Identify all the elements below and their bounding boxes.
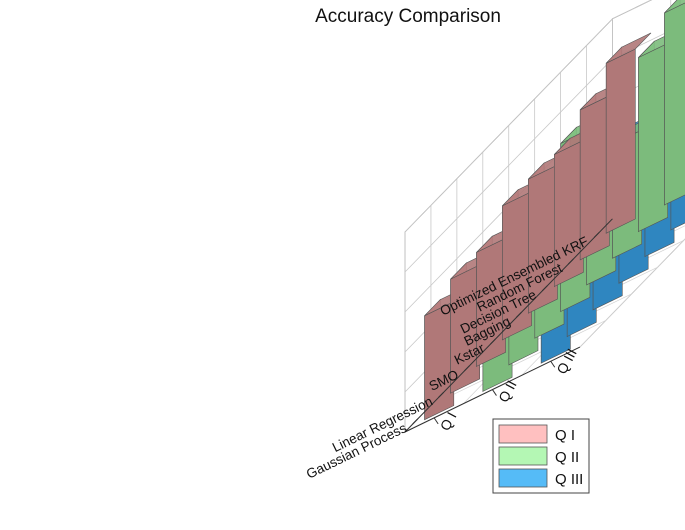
chart-title: Accuracy Comparison xyxy=(315,6,501,27)
category-tick-4 xyxy=(490,338,496,345)
series-tick-1 xyxy=(492,389,497,396)
category-tick-2 xyxy=(541,285,548,292)
category-tick-1 xyxy=(567,258,574,265)
legend-swatch-0 xyxy=(498,424,548,444)
category-tick-6 xyxy=(438,391,444,398)
series-axis-label-0: Q I xyxy=(437,409,460,433)
gridline-floor-ser-3 xyxy=(579,238,685,348)
bar-face-side xyxy=(605,48,636,234)
bar-face-side xyxy=(638,42,669,232)
bar-0-1 xyxy=(579,79,626,261)
legend-swatch-2 xyxy=(498,468,548,488)
legend-label-2: Q III xyxy=(555,471,583,488)
legend: Q I Q II Q III xyxy=(492,418,590,494)
series-tick-2 xyxy=(550,360,556,368)
gridline-floor-cat-1 xyxy=(430,320,606,406)
category-tick-3 xyxy=(516,312,522,318)
legend-label-1: Q II xyxy=(555,449,579,466)
series-tick-0 xyxy=(433,417,439,425)
bar-0-6 xyxy=(450,248,496,394)
bar-0-2 xyxy=(553,123,600,288)
bar-1-0 xyxy=(664,0,685,206)
gridline-back-4 xyxy=(612,23,685,60)
bar-face-top xyxy=(664,0,685,14)
legend-label-0: Q I xyxy=(555,427,575,444)
category-tick-5 xyxy=(464,365,470,372)
gridline-back-5 xyxy=(612,0,653,20)
category-tick-7 xyxy=(412,418,419,425)
bar-0-0 xyxy=(605,32,652,234)
category-tick-0 xyxy=(593,232,600,238)
legend-swatch-1 xyxy=(498,446,548,466)
bars-group xyxy=(424,0,685,421)
bar-face-side xyxy=(664,2,685,206)
bar-0-7 xyxy=(424,285,470,421)
bar-face-top xyxy=(605,32,652,64)
